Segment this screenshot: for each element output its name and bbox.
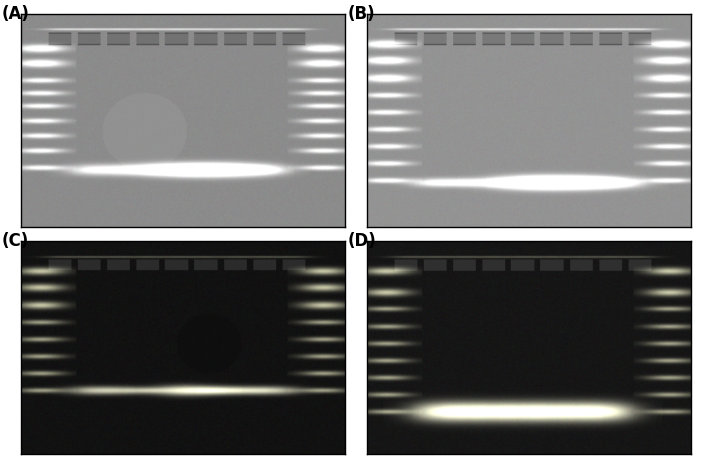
Text: (C): (C) — [1, 232, 29, 250]
Text: (A): (A) — [1, 6, 30, 23]
Text: (B): (B) — [347, 6, 375, 23]
Text: (D): (D) — [347, 232, 376, 250]
